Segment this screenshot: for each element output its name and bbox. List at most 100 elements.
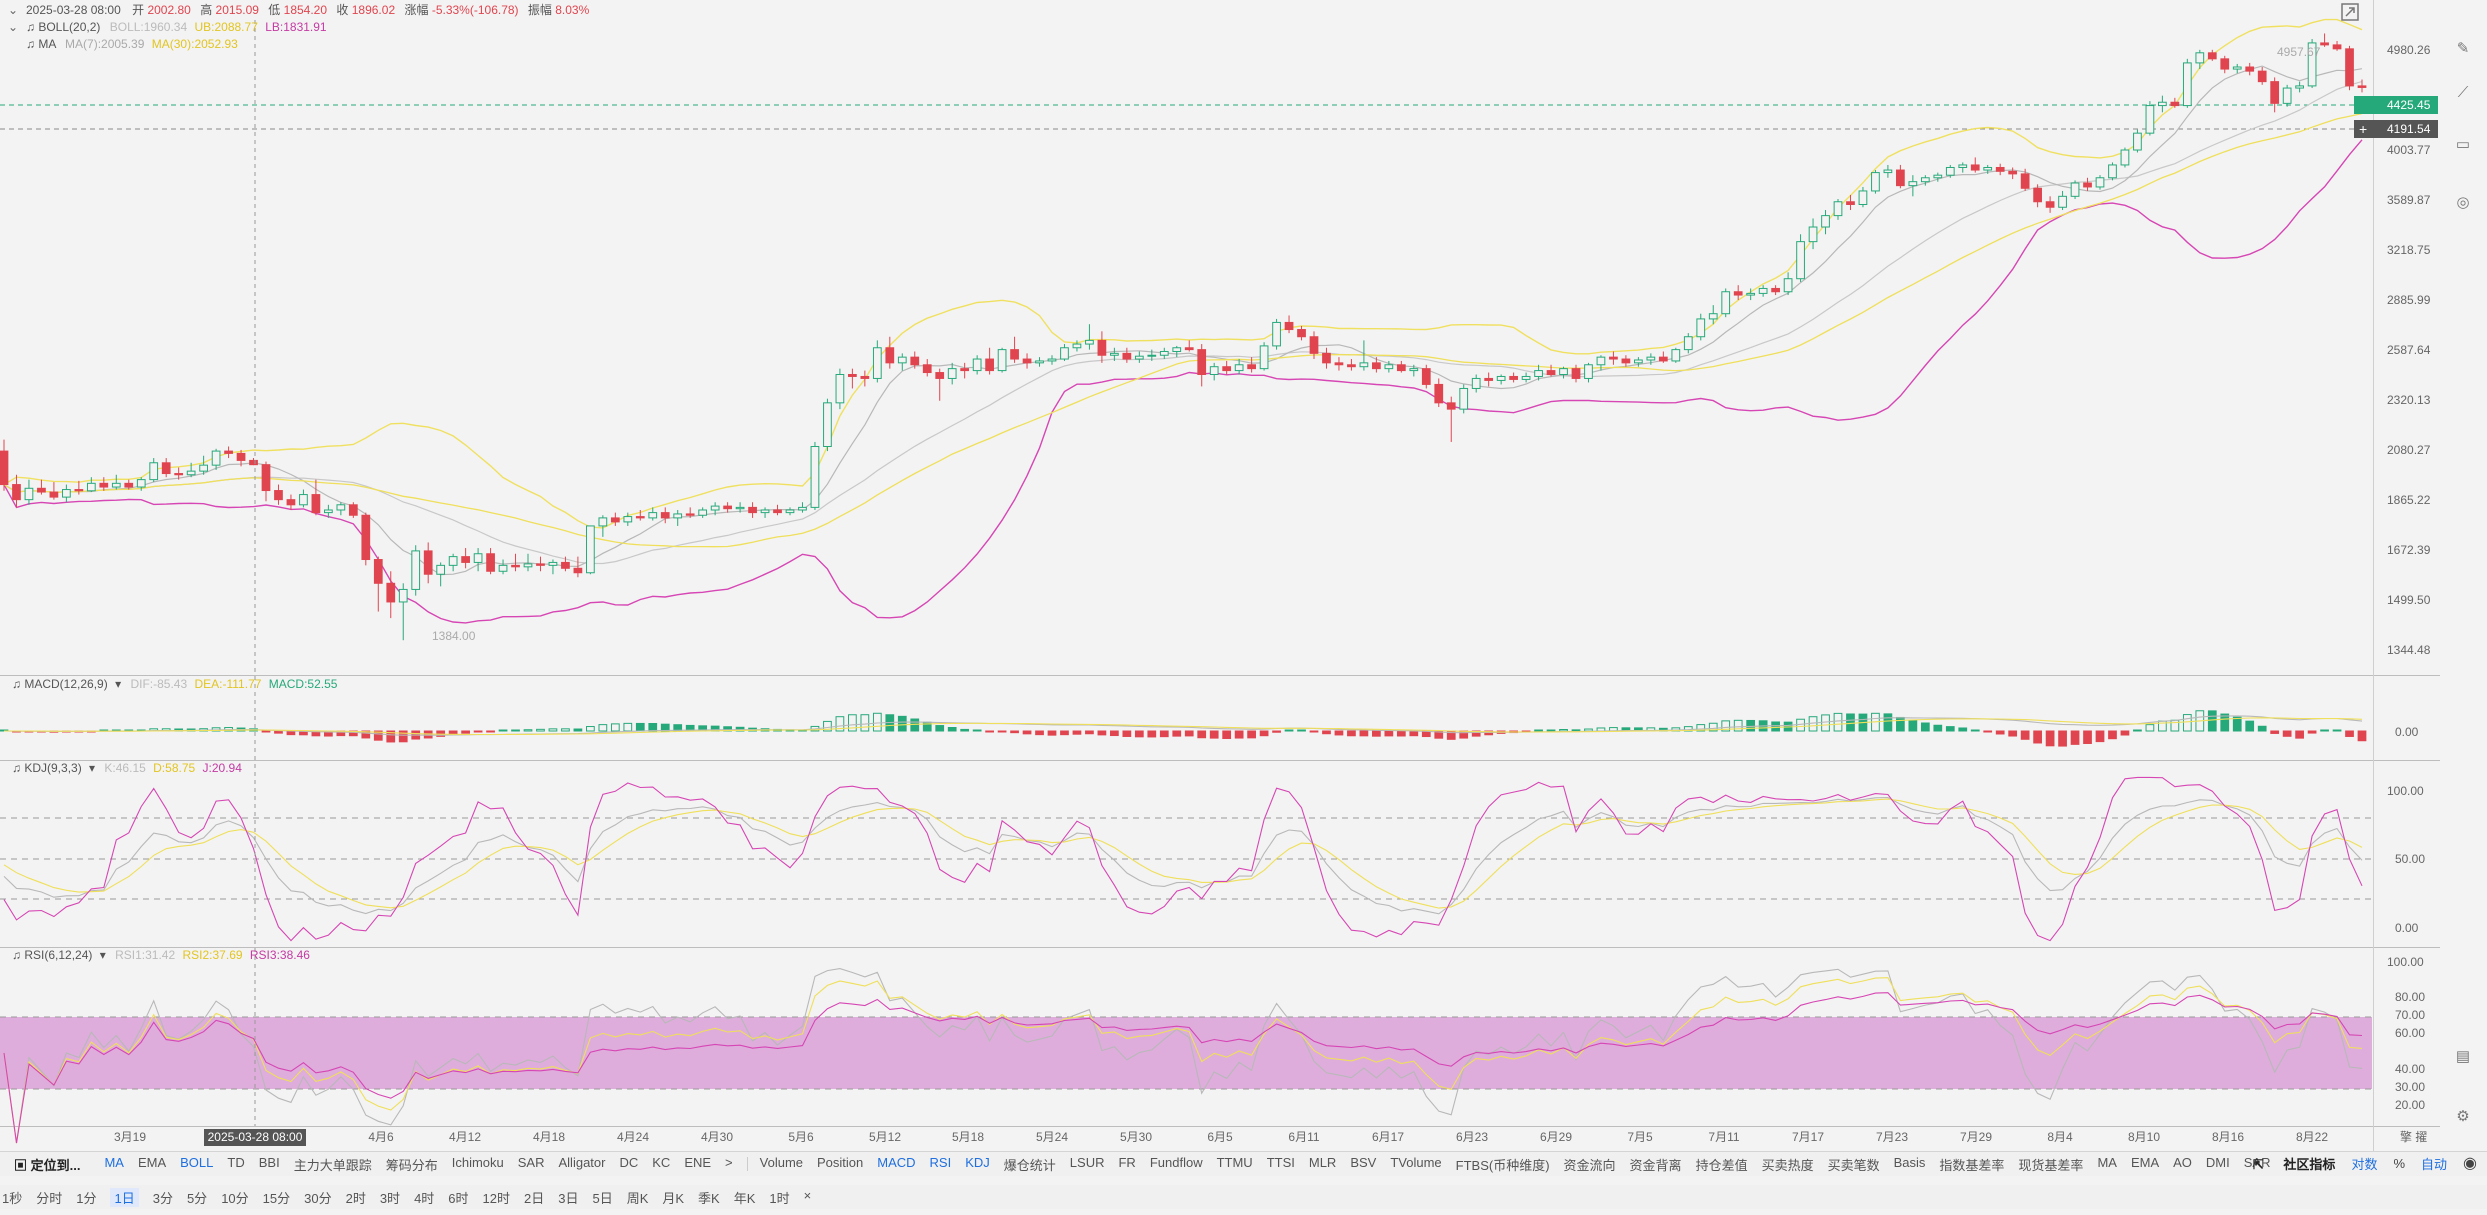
plus-icon[interactable]: + bbox=[2359, 121, 2367, 137]
sub-indicator-17[interactable]: 持仓差值 bbox=[1695, 1157, 1748, 1173]
sub-indicator-8[interactable]: Fundflow bbox=[1149, 1154, 1203, 1170]
interval-13[interactable]: 12时 bbox=[482, 1190, 510, 1206]
sub-indicator-12[interactable]: BSV bbox=[1350, 1154, 1377, 1170]
date-axis-label: 7月23 bbox=[1876, 1130, 1908, 1144]
auto-scale-button[interactable]: 自动 bbox=[2421, 1156, 2448, 1172]
signal-icon[interactable]: ◎ bbox=[2456, 194, 2470, 211]
fullscreen-icon[interactable] bbox=[2341, 3, 2359, 21]
main-indicator-13[interactable]: > bbox=[725, 1154, 733, 1170]
candle-body bbox=[1421, 368, 1431, 385]
sub-indicator-24[interactable]: EMA bbox=[2130, 1154, 2160, 1170]
interval-5[interactable]: 5分 bbox=[186, 1190, 208, 1206]
macd-bar bbox=[648, 723, 658, 732]
interval-0[interactable]: 1秒 bbox=[2, 1190, 23, 1206]
macd-bar bbox=[1696, 724, 1706, 732]
sub-indicator-9[interactable]: TTMU bbox=[1216, 1154, 1253, 1170]
main-indicator-3[interactable]: TD bbox=[227, 1154, 245, 1170]
main-indicator-1[interactable]: EMA bbox=[137, 1154, 167, 1170]
candle-body bbox=[1085, 339, 1094, 345]
sub-indicator-1[interactable]: Position bbox=[817, 1154, 864, 1170]
interval-4[interactable]: 3分 bbox=[152, 1190, 173, 1206]
interval-6[interactable]: 10分 bbox=[221, 1190, 249, 1206]
sub-indicator-16[interactable]: 资金背离 bbox=[1629, 1157, 1682, 1173]
sub-indicator-10[interactable]: TTSI bbox=[1266, 1154, 1295, 1170]
main-indicator-9[interactable]: Alligator bbox=[558, 1154, 606, 1170]
main-indicator-8[interactable]: SAR bbox=[517, 1154, 545, 1170]
macd-legend[interactable]: ♫ MACD(12,26,9) ▾ DIF:-85.43 DEA:-111.77… bbox=[12, 677, 338, 691]
header-change-label: 涨幅 bbox=[404, 2, 428, 17]
chevron-down-icon[interactable]: ⌄ bbox=[8, 3, 18, 17]
main-indicator-7[interactable]: Ichimoku bbox=[451, 1154, 504, 1170]
interval-12[interactable]: 6时 bbox=[448, 1190, 469, 1206]
candle-body bbox=[1359, 362, 1369, 368]
main-indicator-12[interactable]: ENE bbox=[684, 1154, 712, 1170]
trend-line-icon[interactable]: ⟋ bbox=[2457, 84, 2469, 101]
interval-19[interactable]: 季K bbox=[698, 1190, 720, 1206]
support-icon[interactable]: ◉ bbox=[2463, 1155, 2477, 1172]
sub-indicator-6[interactable]: LSUR bbox=[1069, 1154, 1105, 1170]
axis-corner-label[interactable]: 擎 擢 bbox=[2400, 1129, 2427, 1144]
log-scale-button[interactable]: 对数 bbox=[2351, 1156, 2378, 1172]
main-indicator-2[interactable]: BOLL bbox=[180, 1154, 214, 1170]
interval-9[interactable]: 2时 bbox=[345, 1190, 366, 1206]
sub-indicator-25[interactable]: AO bbox=[2173, 1154, 2192, 1170]
locate-button[interactable]: ▣ 定位到... bbox=[14, 1157, 81, 1173]
interval-11[interactable]: 4时 bbox=[414, 1190, 435, 1206]
macd-bar bbox=[960, 728, 970, 732]
sub-indicator-27[interactable]: SAR bbox=[2243, 1154, 2271, 1170]
sub-indicator-5[interactable]: 爆仓统计 bbox=[1003, 1157, 1056, 1173]
rsi-legend[interactable]: ♫ RSI(6,12,24) ▾ RSI1:31.42 RSI2:37.69 R… bbox=[12, 948, 310, 962]
sub-indicator-26[interactable]: DMI bbox=[2205, 1154, 2230, 1170]
main-indicator-0[interactable]: MA bbox=[104, 1154, 124, 1170]
interval-21[interactable]: 1时 bbox=[769, 1190, 790, 1206]
chart-canvas[interactable]: 4957.67 1384.00 ⌄ 2025-03-28 08:00 开 200… bbox=[0, 0, 2440, 1151]
main-indicator-6[interactable]: 筹码分布 bbox=[385, 1157, 438, 1173]
interval-8[interactable]: 30分 bbox=[304, 1190, 332, 1206]
chevron-down-icon[interactable]: ⌄ bbox=[8, 20, 18, 34]
interval-3[interactable]: 1日 bbox=[110, 1187, 139, 1207]
sub-indicator-2[interactable]: MACD bbox=[877, 1154, 916, 1170]
sub-indicator-0[interactable]: Volume bbox=[759, 1154, 804, 1170]
crosshair-icon[interactable]: ✎ bbox=[2456, 40, 2470, 57]
main-indicator-10[interactable]: DC bbox=[619, 1154, 639, 1170]
sub-indicator-18[interactable]: 买卖热度 bbox=[1761, 1157, 1814, 1173]
community-indicator-button[interactable]: ⇱ 社区指标 bbox=[2252, 1156, 2336, 1172]
sub-indicator-7[interactable]: FR bbox=[1118, 1154, 1136, 1170]
sub-indicator-22[interactable]: 现货基差率 bbox=[2018, 1157, 2084, 1173]
sub-indicator-19[interactable]: 买卖笔数 bbox=[1827, 1157, 1880, 1173]
sub-indicator-23[interactable]: MA bbox=[2097, 1154, 2117, 1170]
sub-indicator-4[interactable]: KDJ bbox=[965, 1154, 990, 1170]
sub-indicator-13[interactable]: TVolume bbox=[1390, 1154, 1442, 1170]
candle-body bbox=[249, 459, 258, 466]
sub-indicator-21[interactable]: 指数基差率 bbox=[1939, 1157, 2005, 1173]
interval-18[interactable]: 月K bbox=[662, 1190, 685, 1206]
candle-body bbox=[124, 482, 134, 488]
sub-indicator-28[interactable]: > bbox=[2284, 1154, 2293, 1170]
interval-17[interactable]: 周K bbox=[626, 1190, 649, 1206]
main-indicator-5[interactable]: 主力大单跟踪 bbox=[293, 1157, 372, 1173]
percent-scale-button[interactable]: % bbox=[2393, 1155, 2406, 1171]
kdj-legend[interactable]: ♫ KDJ(9,3,3) ▾ K:46.15 D:58.75 J:20.94 bbox=[12, 761, 242, 775]
layout-icon[interactable]: ▤ bbox=[2455, 1048, 2471, 1065]
ma-legend[interactable]: ♫ MA MA(7):2005.39 MA(30):2052.93 bbox=[26, 37, 238, 51]
interval-14[interactable]: 2日 bbox=[524, 1190, 545, 1206]
sub-indicator-20[interactable]: Basis bbox=[1893, 1154, 1926, 1170]
main-indicator-11[interactable]: KC bbox=[652, 1154, 671, 1170]
interval-1[interactable]: 分时 bbox=[36, 1190, 63, 1206]
sub-indicator-15[interactable]: 资金流向 bbox=[1563, 1157, 1616, 1173]
interval-20[interactable]: 年K bbox=[733, 1190, 756, 1206]
boll-legend[interactable]: ⌄ ♫ BOLL(20,2) BOLL:1960.34 UB:2088.77 L… bbox=[8, 20, 327, 34]
candle-body bbox=[1658, 356, 1668, 362]
interval-22[interactable]: × bbox=[803, 1187, 812, 1203]
sub-indicator-3[interactable]: RSI bbox=[929, 1154, 952, 1170]
screen-icon[interactable]: ▭ bbox=[2455, 136, 2471, 153]
settings-icon[interactable]: ⚙ bbox=[2456, 1108, 2470, 1125]
sub-indicator-14[interactable]: FTBS(币种维度) bbox=[1455, 1157, 1550, 1173]
interval-7[interactable]: 15分 bbox=[262, 1190, 291, 1206]
interval-16[interactable]: 5日 bbox=[592, 1190, 613, 1206]
interval-15[interactable]: 3日 bbox=[558, 1190, 579, 1206]
interval-10[interactable]: 3时 bbox=[379, 1190, 401, 1206]
interval-2[interactable]: 1分 bbox=[76, 1190, 97, 1206]
sub-indicator-11[interactable]: MLR bbox=[1308, 1154, 1337, 1170]
main-indicator-4[interactable]: BBI bbox=[258, 1154, 280, 1170]
